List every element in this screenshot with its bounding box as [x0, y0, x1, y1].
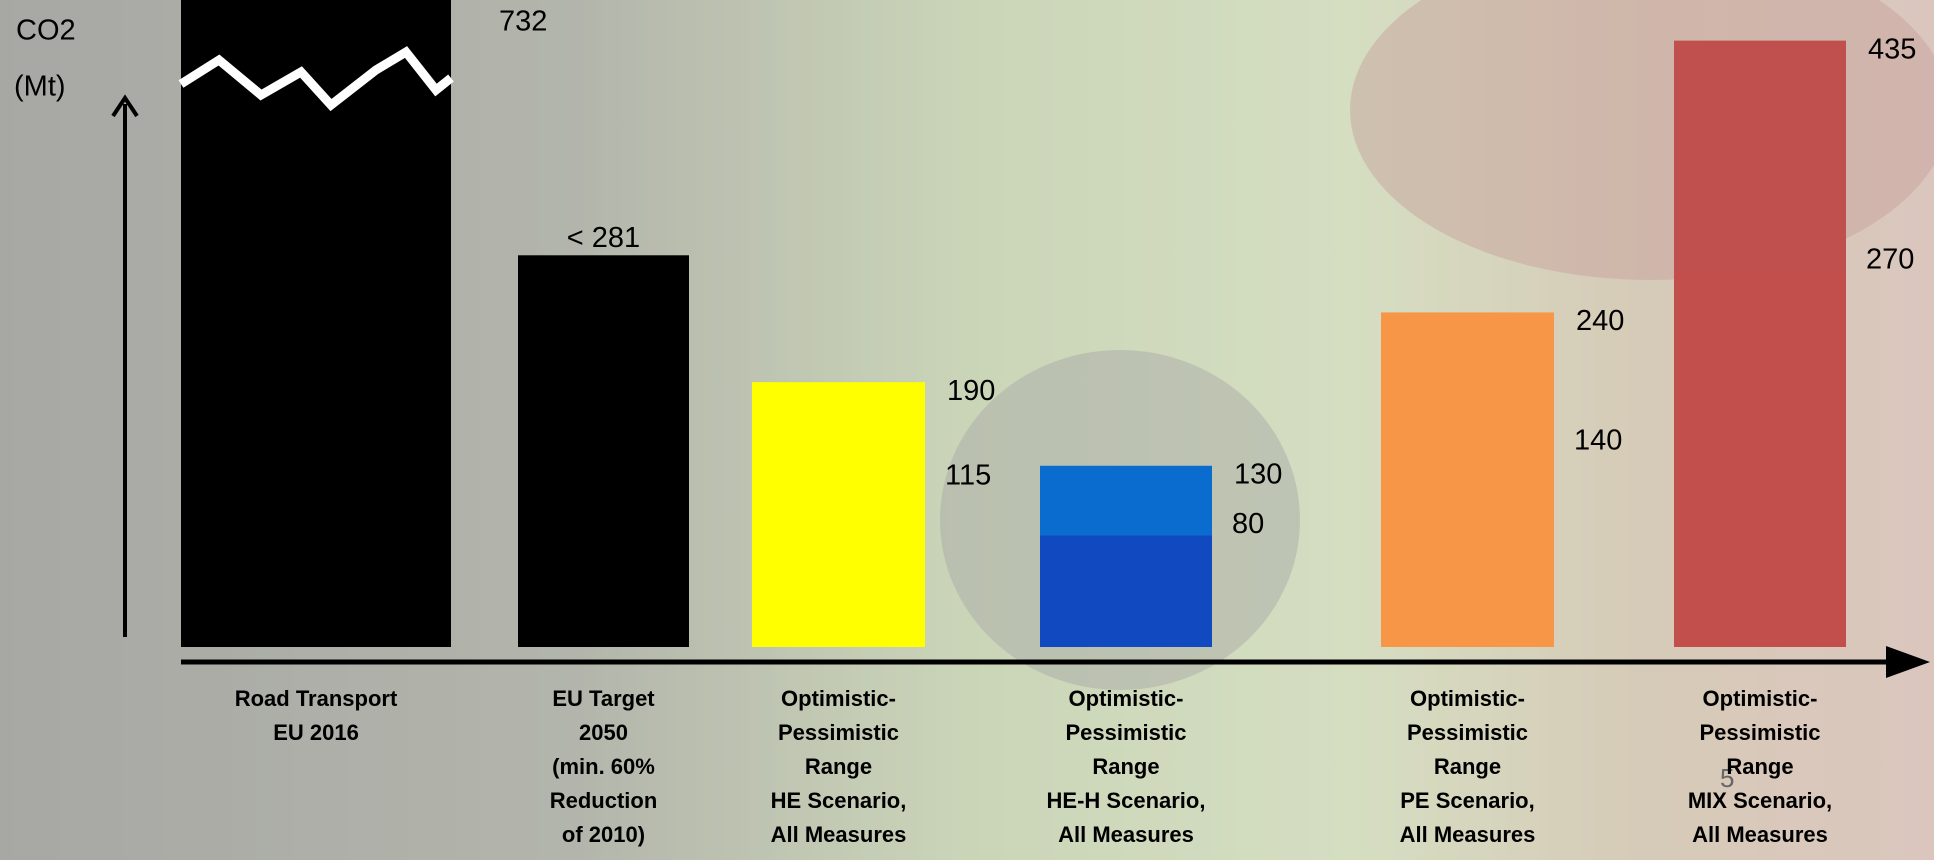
value-label: 115	[945, 459, 991, 491]
bar-low	[1381, 451, 1554, 647]
value-label: < 281	[567, 222, 640, 254]
bar-low	[752, 486, 925, 647]
axis-label: (Mt)	[14, 71, 66, 103]
axis-break	[178, 46, 454, 112]
x-tick-label: Optimistic-Pessimistic Range MIX Scenario,…	[1688, 686, 1832, 847]
x-tick-label: EU Target 2050 (min. 60% Reduction of 2010)	[550, 686, 658, 847]
x-tick-label: Optimistic-Pessimistic Range HE-H Scenario…	[1047, 686, 1206, 847]
value-label: 130	[1234, 458, 1282, 490]
value-label: 190	[947, 375, 995, 407]
x-axis-arrow	[1886, 646, 1930, 678]
y-axis-arrow	[111, 94, 139, 118]
bar	[181, 0, 451, 647]
x-tick-label: Optimistic-Pessimistic Range PE Scenario, A…	[1400, 686, 1536, 847]
axis-label: CO2	[16, 15, 76, 47]
value-label: 270	[1866, 243, 1914, 275]
value-label: 80	[1232, 508, 1264, 540]
x-tick-label: Optimistic-Pessimistic Range HE Scenario, A…	[771, 686, 907, 847]
bar-low	[1040, 535, 1212, 647]
bar-low	[1674, 270, 1846, 647]
value-label: 240	[1576, 305, 1624, 337]
bar	[518, 255, 689, 647]
page-number: 5	[1720, 763, 1734, 793]
x-tick-label: Road Transport EU 2016	[235, 686, 398, 745]
value-label: 732	[499, 6, 547, 38]
value-label: 435	[1868, 33, 1916, 65]
value-label: 140	[1574, 424, 1622, 456]
